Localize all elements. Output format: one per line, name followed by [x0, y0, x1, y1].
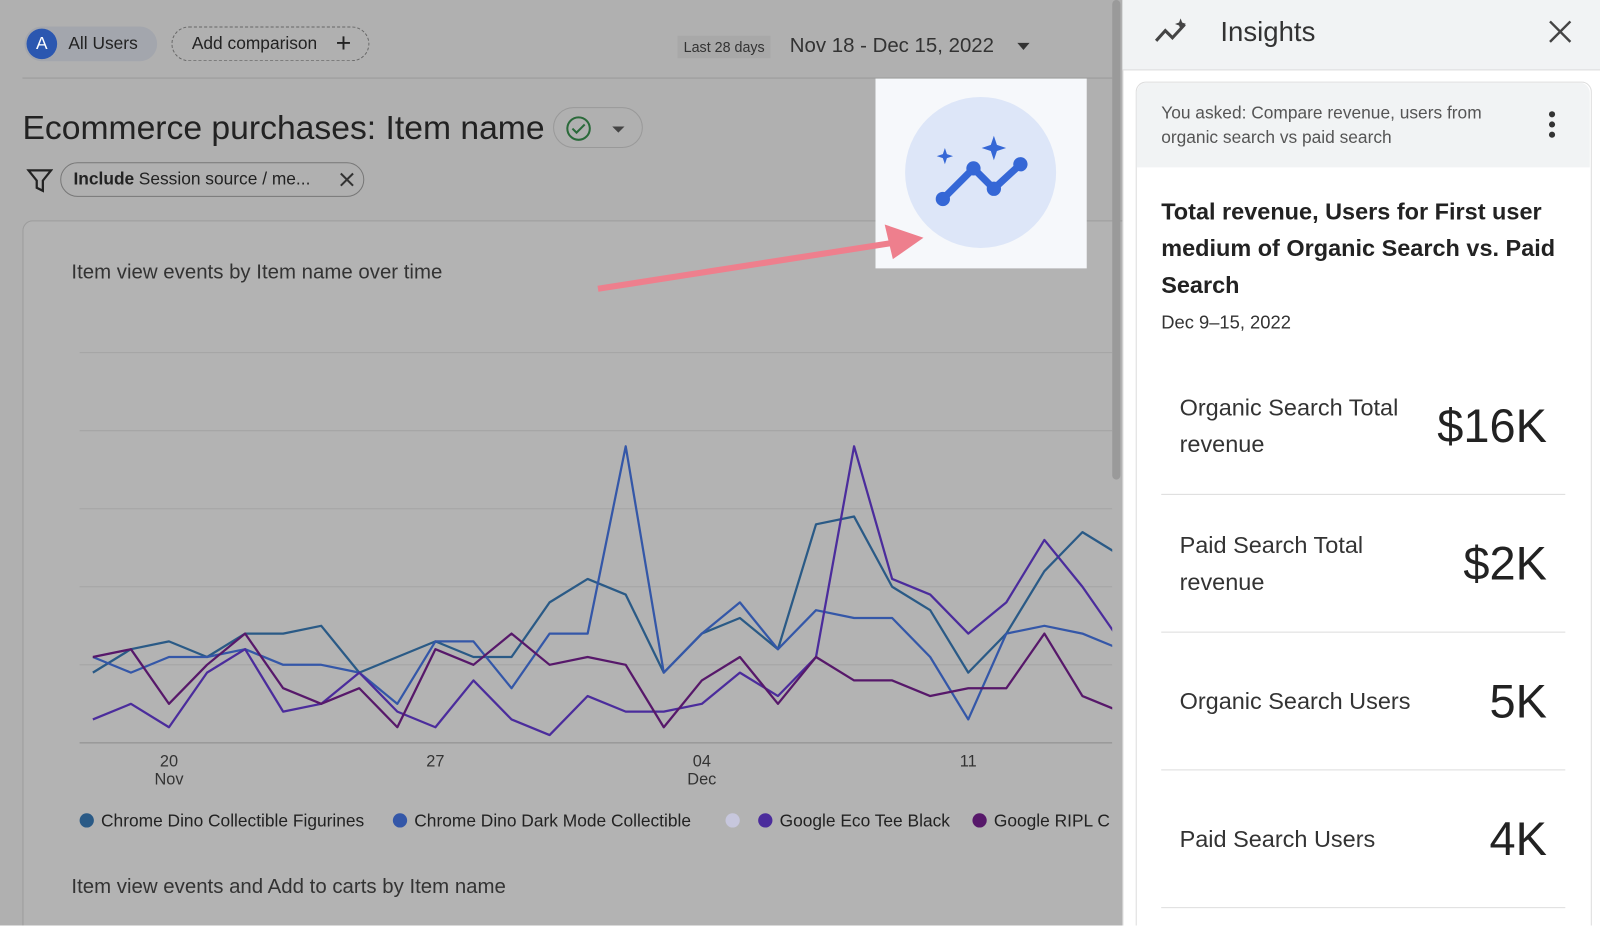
legend-item: Chrome Dino Collectible Figurines [79, 811, 365, 831]
metric-value: $2K [1463, 536, 1547, 590]
legend-label: Chrome Dino Dark Mode Collectible [414, 811, 691, 831]
metric-label: Paid Search Total revenue [1179, 531, 1364, 595]
series-line [92, 632, 1113, 729]
legend-swatch [79, 813, 94, 828]
scrollbar [1112, 0, 1121, 480]
metric-row: Paid Search Users 4K [1161, 770, 1566, 909]
metric-value: 5K [1489, 674, 1547, 728]
legend-swatch [972, 813, 987, 828]
legend-item: Google RIPL C [972, 811, 1110, 831]
status-icon [566, 116, 625, 141]
segment-label: All Users [68, 33, 138, 54]
divider [22, 77, 1113, 79]
legend-item: Chrome Dino Dark Mode Collectible [392, 811, 691, 831]
report-title: Ecommerce purchases: Item name [22, 108, 545, 146]
x-tick-label: 27 [426, 753, 445, 771]
date-dropdown[interactable] [1017, 42, 1030, 50]
insight-card [1135, 81, 1592, 926]
plus-icon: + [335, 27, 352, 59]
result-title: Total revenue, Users for First user medi… [1161, 197, 1556, 298]
legend-swatch [392, 813, 408, 828]
x-tick-label: 20 Nov [154, 753, 184, 789]
range-label: Last 28 days [677, 35, 771, 59]
legend-item [725, 811, 747, 831]
series-line [92, 445, 1113, 737]
close-button[interactable] [1548, 19, 1572, 43]
series-line [92, 445, 1113, 721]
legend-swatch [758, 813, 773, 828]
legend-label: Chrome Dino Collectible Figurines [101, 811, 365, 831]
question: You asked: Compare revenue, users from o… [1161, 103, 1482, 147]
metric-label: Organic Search Users [1179, 687, 1411, 715]
more-menu[interactable] [1545, 110, 1559, 141]
panel-title: Insights [1220, 16, 1316, 47]
legend-label: Google RIPL C [993, 811, 1110, 831]
metric-label: Paid Search Users [1179, 825, 1376, 853]
question-box [1136, 82, 1590, 168]
insights-icon-large[interactable] [876, 79, 1087, 269]
line-chart [79, 352, 1113, 744]
date-range[interactable]: Nov 18 - Dec 15, 2022 [789, 34, 994, 58]
insights-icon [1154, 18, 1187, 42]
metric-row: Organic Search Users 5K [1161, 633, 1566, 771]
chart-area: 20 Nov 27 04 Dec 11 Chrome Dino Collectible … [79, 352, 1113, 831]
next-chart-title: Item view events and Add to carts by Ite… [71, 875, 506, 898]
metric-row: Organic Search Total revenue $16K [1161, 357, 1566, 495]
legend-item: Google Eco Tee Black [758, 811, 950, 831]
segment-chip[interactable]: A All Users [24, 26, 158, 62]
legend-label: Google Eco Tee Black [779, 811, 950, 831]
add-comparison-label: Add comparison [191, 33, 318, 54]
filter-icon [26, 169, 54, 193]
metric-value: $16K [1437, 398, 1547, 453]
panel-header [1122, 0, 1600, 71]
add-comparison[interactable]: Add comparison + [171, 26, 370, 62]
series-line [92, 515, 1113, 674]
metric-row: Paid Search Total revenue $2K [1161, 495, 1566, 633]
x-tick-label: 04 Dec [687, 753, 717, 789]
result-period: Dec 9–15, 2022 [1161, 312, 1291, 333]
metric-label: Organic Search Total revenue [1179, 393, 1399, 458]
x-tick-label: 11 [959, 753, 977, 771]
metric-value: 4K [1489, 812, 1547, 866]
avatar: A [26, 28, 58, 60]
status-chip[interactable] [553, 107, 643, 148]
chart-title: Item view events by Item name over time [71, 261, 443, 284]
remove-filter[interactable] [339, 171, 355, 187]
filter-chip[interactable]: Include Session source / me... [60, 162, 365, 197]
filter-text: Session source / me... [138, 169, 311, 189]
filter-keyword: Include [73, 169, 135, 189]
